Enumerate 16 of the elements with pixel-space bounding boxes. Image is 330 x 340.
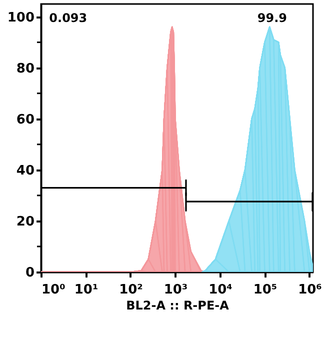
y-tick-label: 20 [16,214,34,230]
annotation: 0.093 [49,11,88,25]
x-tick-label: 10² [119,282,143,298]
x-tick-label: 10⁶ [298,282,322,298]
y-tick-label: 80 [16,61,34,76]
x-tick-label: 10⁴ [208,282,233,298]
y-tick-label: 0 [25,266,34,280]
annotation: 99.9 [257,11,288,25]
y-tick-label: 40 [16,163,34,178]
y-tick-label: 60 [16,112,34,128]
x-tick-label: 10¹ [74,282,98,298]
x-axis-title: BL2-A :: R-PE-A [126,298,230,312]
y-tick-label: 100 [7,10,34,26]
x-tick-label: 10⁰ [42,282,66,298]
x-tick-label: 10⁵ [253,282,278,298]
x-tick-label: 10³ [164,282,188,298]
